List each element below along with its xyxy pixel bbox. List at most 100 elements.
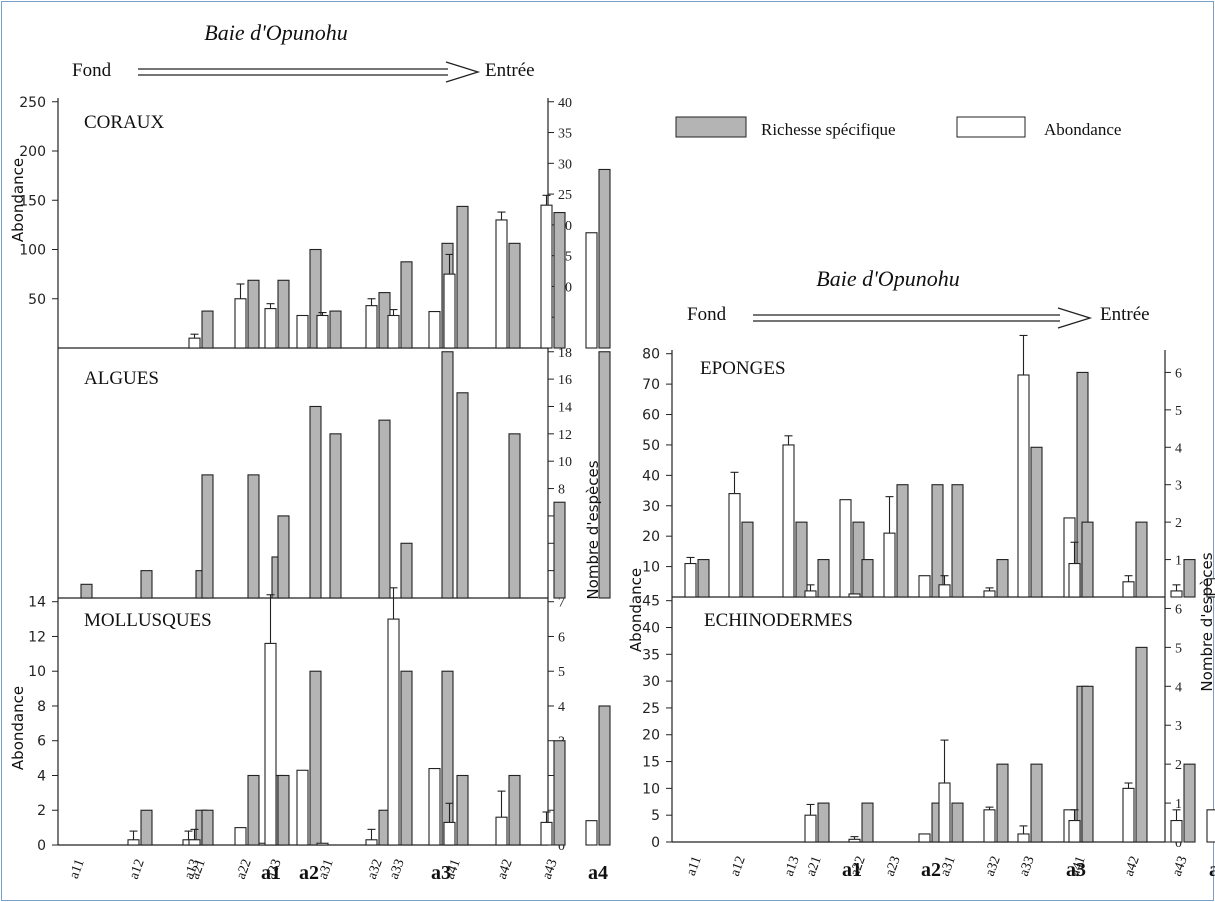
richness-bar-a22	[247, 279, 260, 349]
abundance-bar-a43	[540, 204, 553, 349]
richness-bar-a4	[598, 705, 611, 846]
abundance-bar-a11	[684, 562, 697, 598]
x-label-a42: a42	[495, 857, 516, 881]
y2-tick-label: 1	[1175, 797, 1182, 812]
y-tick-label: 5	[651, 808, 660, 824]
abundance-bar-a43	[1170, 590, 1183, 598]
abundance-bar-a21	[188, 337, 201, 349]
x-label-a41: a41	[443, 857, 464, 881]
abundance-bar-a21	[188, 839, 201, 846]
richness-bar-a11	[80, 583, 93, 599]
y-tick-label: 20	[642, 728, 660, 744]
y-tick-label: 70	[642, 377, 660, 393]
richness-bar-a42	[1135, 521, 1148, 598]
x-label-a41: a41	[1068, 854, 1089, 878]
richness-bar-a21	[817, 559, 830, 598]
panel-title: ECHINODERMES	[704, 610, 853, 631]
richness-bar-a11	[697, 559, 710, 598]
richness-bar-a33	[1030, 763, 1043, 843]
richness-bar-a2	[309, 405, 322, 599]
abundance-bar-a31	[938, 782, 951, 843]
richness-bar-a22	[247, 474, 260, 599]
abundance-bar-a42	[1122, 581, 1135, 598]
richness-bar-a21	[201, 809, 214, 846]
abundance-bar-a23	[264, 642, 277, 846]
y-tick-label: 40	[642, 620, 660, 636]
abundance-bar-a31	[316, 842, 329, 846]
abundance-bar-a32	[983, 809, 996, 843]
right-axis-title-left-chart: Nombre d'espèces	[584, 460, 602, 599]
abundance-bar-a43	[1170, 819, 1183, 843]
richness-bar-a33	[400, 261, 413, 349]
y-tick-label: 20	[642, 529, 660, 545]
richness-bar-a43	[1183, 763, 1196, 843]
richness-bar-a31	[951, 802, 964, 843]
richness-bar-a13	[795, 521, 808, 598]
y2-tick-label: 30	[558, 157, 572, 172]
y-tick-label: 6	[37, 734, 46, 750]
richness-bar-a21	[201, 474, 214, 599]
panel-title: ALGUES	[84, 368, 159, 389]
richness-bar-a3	[441, 670, 454, 846]
x-label-a11: a11	[684, 854, 705, 878]
x-label-a13: a13	[182, 857, 203, 881]
right-axis-title-right-chart: Nombre d'espèces	[1198, 552, 1215, 691]
x-label-a21: a21	[188, 857, 209, 881]
y2-tick-label: 5	[1175, 641, 1182, 656]
y-tick-label: 14	[28, 595, 46, 611]
abundance-bar-a22	[234, 827, 247, 846]
y-tick-label: 30	[642, 499, 660, 515]
y-tick-label: 100	[19, 243, 46, 259]
abundance-bar-a42	[495, 219, 508, 349]
y-tick-label: 25	[642, 701, 660, 717]
abundance-bar-a31	[938, 584, 951, 598]
y2-tick-label: 8	[558, 483, 565, 498]
x-label-a3: a3	[431, 862, 451, 884]
abundance-bar-a31	[316, 314, 329, 349]
y2-tick-label: 5	[1175, 404, 1182, 419]
abundance-bar-a42	[1122, 787, 1135, 843]
y2-tick-label: 6	[1175, 602, 1182, 617]
x-label-a33: a33	[387, 857, 408, 881]
x-label-a43: a43	[540, 857, 561, 881]
x-label-a23: a23	[883, 854, 904, 878]
richness-bar-a33	[400, 542, 413, 599]
richness-bar-a22	[861, 802, 874, 843]
x-label-a12: a12	[728, 854, 749, 878]
y2-tick-label: 0	[558, 839, 565, 854]
y-tick-label: 50	[28, 292, 46, 308]
x-label-a42: a42	[1122, 854, 1143, 878]
abundance-bar-a32	[983, 590, 996, 598]
y2-tick-label: 18	[558, 346, 572, 361]
x-label-a22: a22	[234, 857, 255, 881]
abundance-bar-a3	[428, 311, 441, 349]
abundance-bar-a41	[443, 273, 456, 349]
direction-arrow-left	[138, 61, 481, 83]
richness-bar-a41	[456, 774, 469, 846]
abundance-bar-a42	[495, 816, 508, 846]
y2-tick-label: 4	[1175, 441, 1182, 456]
abundance-bar-a2	[918, 575, 931, 598]
fond-label-right: Fond	[687, 304, 727, 325]
richness-bar-a23	[277, 279, 290, 349]
legend-label-richness: Richesse spécifique	[761, 120, 896, 139]
y2-tick-label: 25	[558, 188, 572, 203]
x-label-a11: a11	[67, 857, 88, 881]
abundance-bar-a4	[585, 232, 598, 349]
richness-bar-a42	[1135, 646, 1148, 843]
richness-bar-a21	[817, 802, 830, 843]
abundance-bar-a12	[728, 493, 741, 598]
x-label-a1: a1	[261, 862, 281, 884]
y-tick-label: 10	[28, 664, 46, 680]
x-label-a21: a21	[804, 854, 825, 878]
richness-bar-a32	[378, 419, 391, 599]
y2-tick-label: 16	[558, 373, 572, 388]
richness-bar-a23	[896, 484, 909, 598]
left-axis-title-top: Abondance	[9, 158, 27, 242]
x-label-a22: a22	[848, 854, 869, 878]
fond-label-left: Fond	[72, 60, 112, 81]
x-label-a2: a2	[921, 859, 941, 881]
x-label-a33: a33	[1017, 854, 1038, 878]
legend-swatch-abundance	[956, 116, 1026, 138]
